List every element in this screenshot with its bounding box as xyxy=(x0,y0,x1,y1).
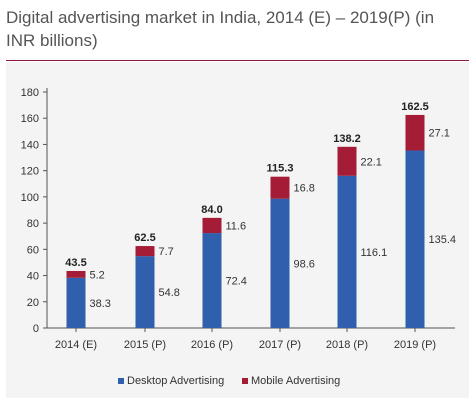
x-tick-label: 2014 (E) xyxy=(55,339,97,351)
desktop-value-label: 135.4 xyxy=(429,234,457,246)
total-label: 138.2 xyxy=(333,133,361,145)
bar-desktop xyxy=(270,198,290,328)
mobile-value-label: 22.1 xyxy=(361,156,382,168)
bar-desktop xyxy=(405,150,425,328)
bar-desktop xyxy=(337,175,357,328)
bar-mobile xyxy=(66,270,86,278)
chart-panel xyxy=(6,62,469,398)
desktop-value-label: 98.6 xyxy=(294,258,315,270)
y-tick-label: 140 xyxy=(21,139,39,151)
total-label: 84.0 xyxy=(201,204,222,216)
mobile-value-label: 27.1 xyxy=(429,128,450,140)
bar-desktop xyxy=(135,256,155,328)
bar-desktop xyxy=(66,277,86,328)
y-tick-label: 20 xyxy=(27,297,39,309)
legend-swatch-mobile xyxy=(242,378,248,384)
bar-desktop xyxy=(202,233,222,328)
legend-swatch-desktop xyxy=(118,378,124,384)
legend-label-desktop: Desktop Advertising xyxy=(127,375,224,387)
mobile-value-label: 5.2 xyxy=(90,269,105,281)
y-tick-label: 80 xyxy=(27,218,39,230)
y-tick-label: 0 xyxy=(33,323,39,335)
bar-mobile xyxy=(202,217,222,234)
bar-mobile xyxy=(405,114,425,151)
y-tick-label: 40 xyxy=(27,271,39,283)
y-tick-label: 100 xyxy=(21,192,39,204)
desktop-value-label: 54.8 xyxy=(159,287,180,299)
y-tick-label: 160 xyxy=(21,113,39,125)
desktop-value-label: 72.4 xyxy=(226,276,247,288)
bar-mobile xyxy=(270,176,290,199)
total-label: 162.5 xyxy=(401,101,429,113)
mobile-value-label: 7.7 xyxy=(159,246,174,258)
x-tick-label: 2018 (P) xyxy=(326,339,368,351)
desktop-value-label: 38.3 xyxy=(90,298,111,310)
x-tick-label: 2019 (P) xyxy=(394,339,436,351)
mobile-value-label: 16.8 xyxy=(294,183,315,195)
legend-label-mobile: Mobile Advertising xyxy=(251,375,340,387)
title-divider xyxy=(6,60,469,61)
desktop-value-label: 116.1 xyxy=(361,247,388,259)
mobile-value-label: 11.6 xyxy=(226,220,247,232)
y-tick-label: 180 xyxy=(21,87,39,99)
total-label: 115.3 xyxy=(267,163,294,175)
total-label: 43.5 xyxy=(65,257,86,269)
bar-mobile xyxy=(135,246,155,257)
y-tick-label: 120 xyxy=(21,166,39,178)
y-tick-label: 60 xyxy=(27,244,39,256)
x-tick-label: 2016 (P) xyxy=(191,339,233,351)
bar-mobile xyxy=(337,146,357,176)
total-label: 62.5 xyxy=(134,232,155,244)
x-tick-label: 2017 (P) xyxy=(259,339,301,351)
chart-title: Digital advertising market in India, 201… xyxy=(6,8,435,50)
x-tick-label: 2015 (P) xyxy=(124,339,166,351)
